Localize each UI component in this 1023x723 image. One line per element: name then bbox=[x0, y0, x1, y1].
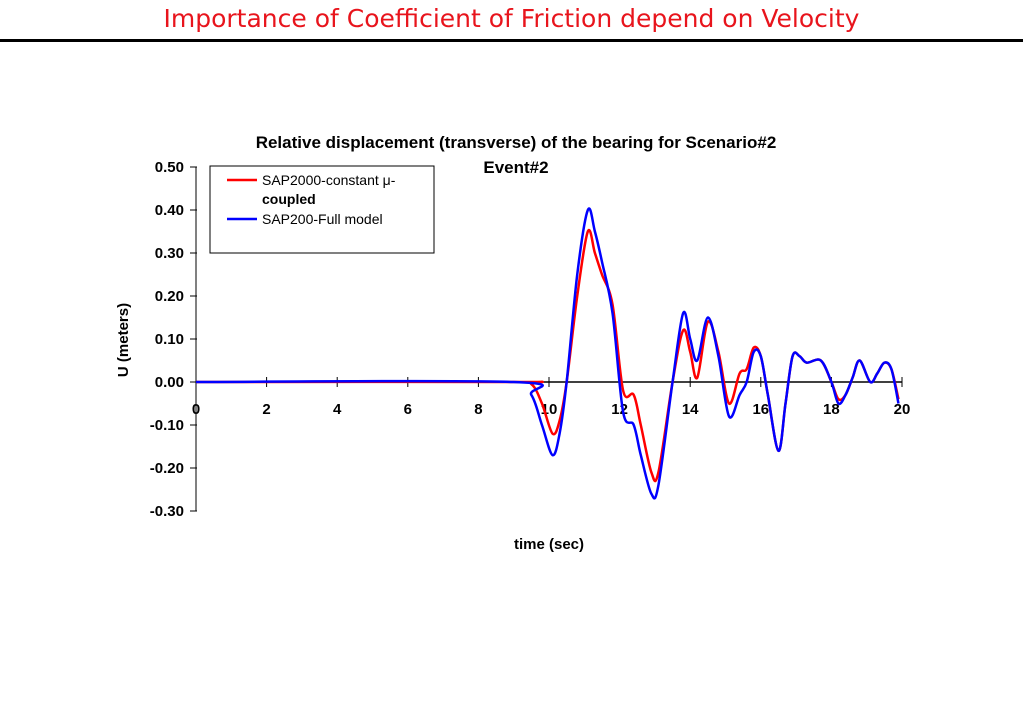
title-underline bbox=[0, 39, 1023, 42]
legend-label-2: SAP200-Full model bbox=[262, 211, 383, 227]
y-tick-label: 0.40 bbox=[155, 202, 184, 219]
chart-title-line2: Event#2 bbox=[483, 158, 548, 177]
y-tick-label: 0.10 bbox=[155, 331, 184, 348]
x-tick-label: 18 bbox=[823, 401, 840, 418]
x-tick-label: 4 bbox=[333, 401, 342, 418]
x-tick-label: 8 bbox=[474, 401, 482, 418]
x-tick-label: 12 bbox=[611, 401, 628, 418]
x-tick-label: 0 bbox=[192, 401, 200, 418]
x-tick-label: 6 bbox=[404, 401, 412, 418]
legend-label-1: SAP2000-constant μ- bbox=[262, 172, 396, 188]
legend-label-1b: coupled bbox=[262, 191, 316, 207]
y-tick-label: -0.30 bbox=[150, 503, 184, 520]
y-tick-label: -0.10 bbox=[150, 417, 184, 434]
series-line-2 bbox=[195, 207, 900, 500]
legend: SAP2000-constant μ- coupled SAP200-Full … bbox=[209, 165, 435, 254]
chart-title-line1: Relative displacement (transverse) of th… bbox=[256, 133, 777, 152]
x-tick-label: 20 bbox=[894, 401, 911, 418]
y-tick-label: -0.20 bbox=[150, 460, 184, 477]
y-axis-label: U (meters) bbox=[115, 303, 132, 377]
x-axis-label: time (sec) bbox=[514, 536, 584, 553]
x-tick-label: 16 bbox=[752, 401, 769, 418]
slide-title: Importance of Coefficient of Friction de… bbox=[163, 4, 860, 33]
y-tick-label: 0.20 bbox=[155, 288, 184, 305]
y-tick-label: 0.50 bbox=[155, 159, 184, 176]
y-tick-label: 0.00 bbox=[155, 374, 184, 391]
x-tick-label: 2 bbox=[262, 401, 270, 418]
y-tick-label: 0.30 bbox=[155, 245, 184, 262]
x-tick-label: 14 bbox=[682, 401, 699, 418]
